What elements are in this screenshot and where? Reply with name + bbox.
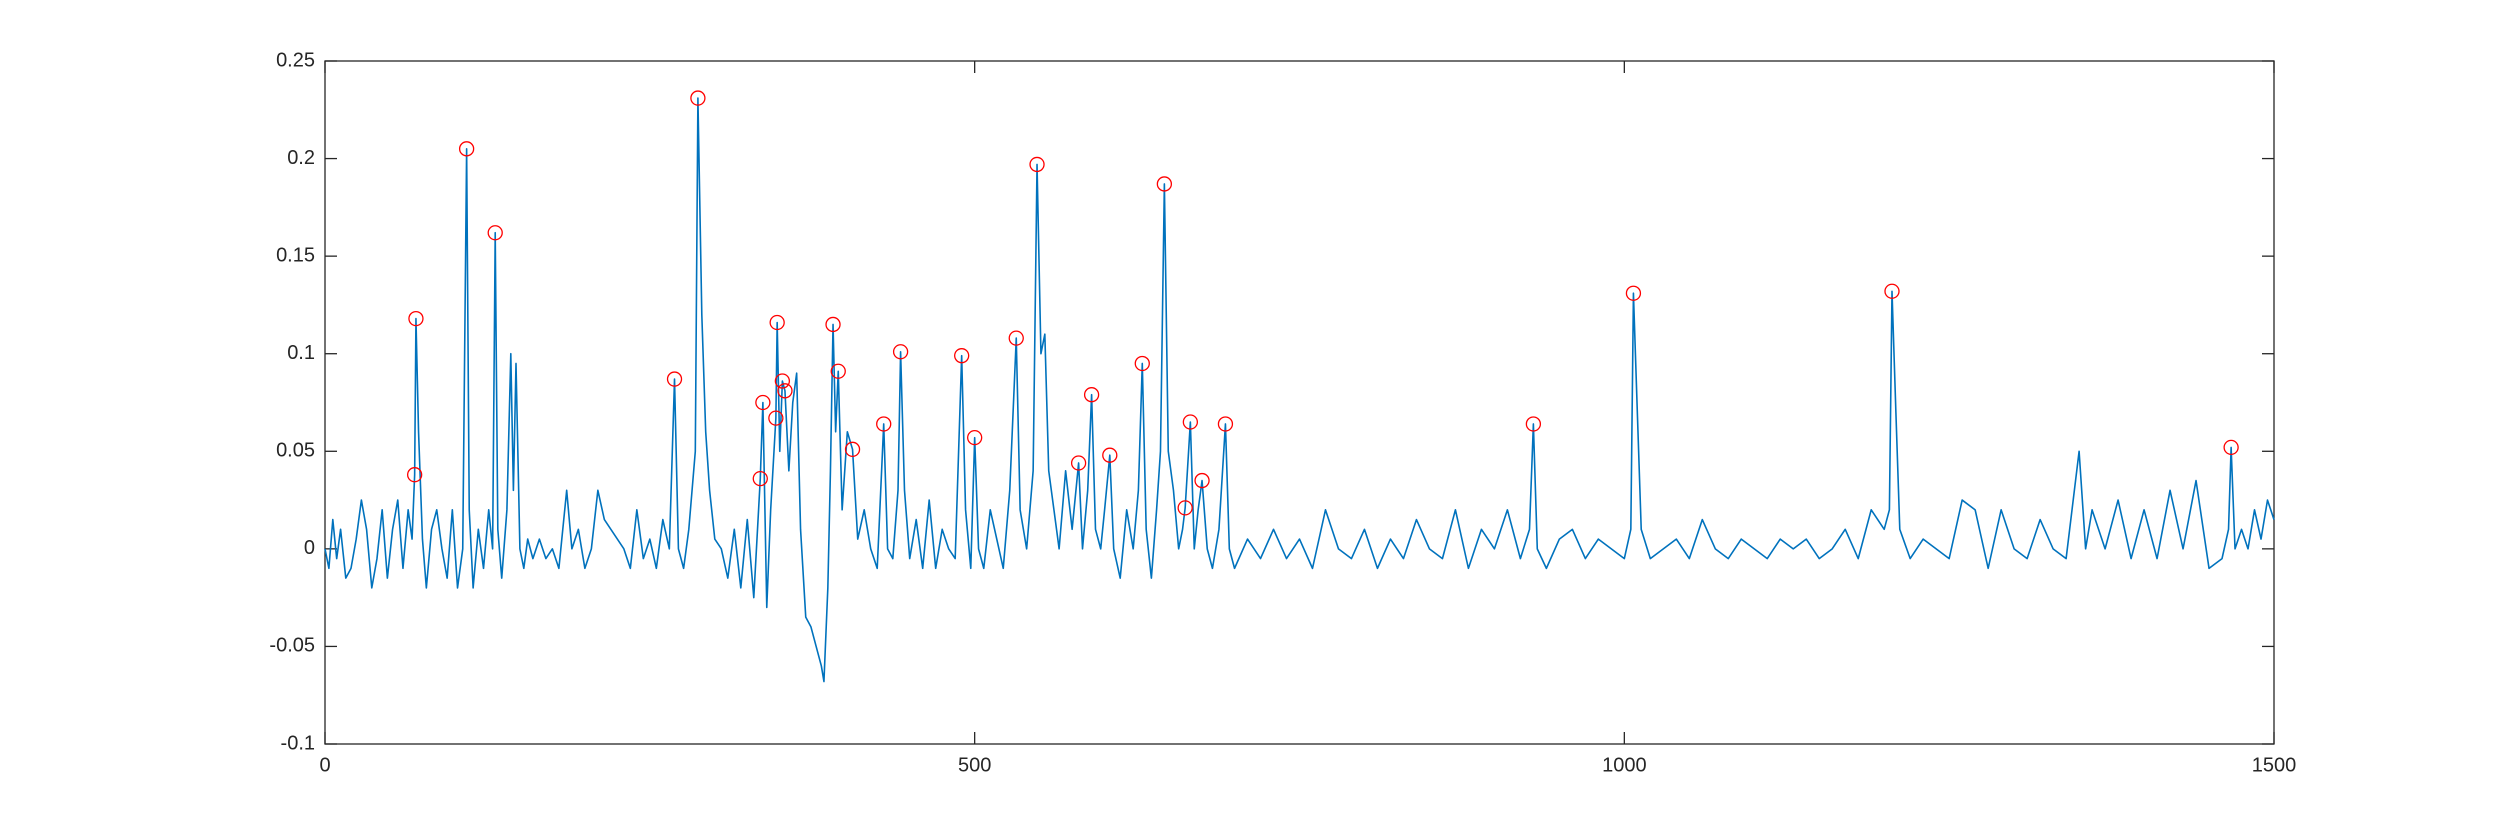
y-tick-label: -0.05: [269, 635, 315, 657]
peak-marker: [844, 441, 861, 457]
peak-marker: [1177, 500, 1193, 516]
peak-marker: [458, 141, 475, 157]
peak-marker: [768, 410, 784, 426]
y-tick-label: -0.1: [281, 732, 315, 754]
peak-marker: [1884, 283, 1900, 299]
y-tick-label: 0.1: [287, 342, 315, 364]
peak-marker: [1102, 447, 1118, 463]
peak-marker: [830, 363, 846, 379]
y-tick-label: 0: [304, 537, 315, 559]
peak-marker: [1083, 387, 1100, 403]
peak-marker: [1217, 416, 1234, 432]
x-tick-label: 1000: [1602, 754, 1647, 776]
peak-marker: [876, 416, 892, 432]
peak-marker: [777, 383, 793, 399]
y-tick-label: 0.25: [276, 49, 315, 71]
peak-marker: [1182, 414, 1199, 430]
peak-marker: [954, 348, 970, 364]
x-tick-label: 1500: [2252, 754, 2297, 776]
peak-marker: [1070, 455, 1087, 471]
peak-marker: [1008, 330, 1024, 346]
peak-marker: [1625, 285, 1642, 301]
signal-line: [324, 97, 2275, 683]
x-tick-label: 500: [958, 754, 991, 776]
y-tick-label: 0.2: [287, 147, 315, 169]
y-tick-label: 0.05: [276, 440, 315, 462]
peak-marker: [892, 344, 909, 360]
peak-marker: [1156, 176, 1173, 192]
peak-marker: [690, 90, 706, 106]
y-tick-label: 0.15: [276, 244, 315, 266]
peak-marker: [755, 394, 771, 411]
peak-marker: [774, 373, 791, 389]
peak-marker: [487, 225, 503, 241]
peak-marker: [967, 429, 983, 446]
x-tick-label: 0: [319, 754, 330, 776]
peak-marker: [1194, 472, 1210, 489]
peak-marker: [752, 470, 768, 487]
peak-marker: [1134, 355, 1150, 372]
axes-box: [324, 60, 2275, 745]
peak-marker: [407, 467, 423, 483]
peak-marker: [1525, 416, 1542, 432]
peak-marker: [769, 314, 785, 331]
peak-marker: [825, 316, 841, 333]
peak-marker: [1029, 156, 1045, 173]
peak-marker: [408, 310, 424, 327]
peak-marker: [2223, 439, 2239, 456]
peak-marker: [666, 371, 683, 387]
